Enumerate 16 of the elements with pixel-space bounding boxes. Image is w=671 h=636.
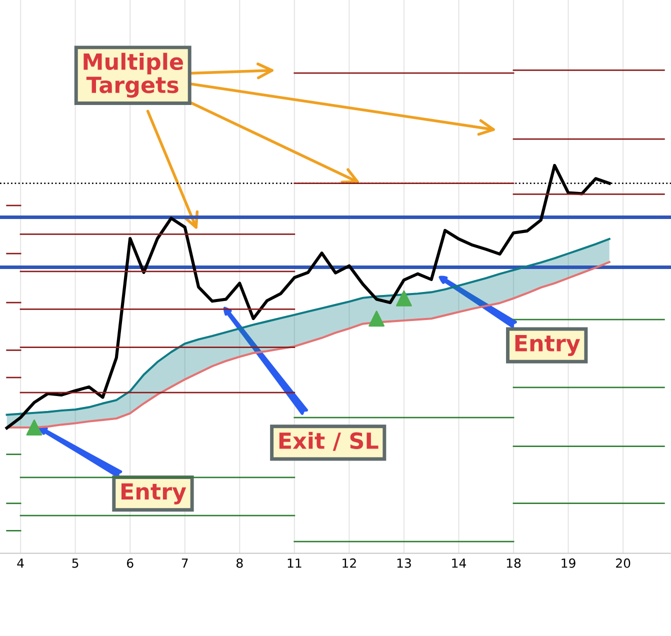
x-tick-label: 19 (562, 558, 576, 568)
x-tick-label: 18 (506, 558, 521, 568)
x-tick-label: 7 (182, 558, 188, 568)
annotation: Entry (515, 335, 580, 356)
x-tick-label: 14 (452, 558, 466, 568)
x-tick-label: 11 (288, 558, 302, 568)
annotation: Multiple Targets (84, 52, 183, 98)
x-tick-label: 20 (616, 558, 630, 568)
x-tick-label: 12 (342, 558, 356, 568)
annotation: Entry (121, 483, 186, 504)
x-tick-label: 8 (236, 558, 243, 568)
x-tick-label: 4 (17, 558, 24, 568)
x-tick-label: 5 (72, 558, 78, 568)
x-tick-label: 6 (126, 558, 134, 568)
x-tick-label: 13 (397, 558, 411, 568)
annotation: Exit / SL (279, 432, 378, 451)
